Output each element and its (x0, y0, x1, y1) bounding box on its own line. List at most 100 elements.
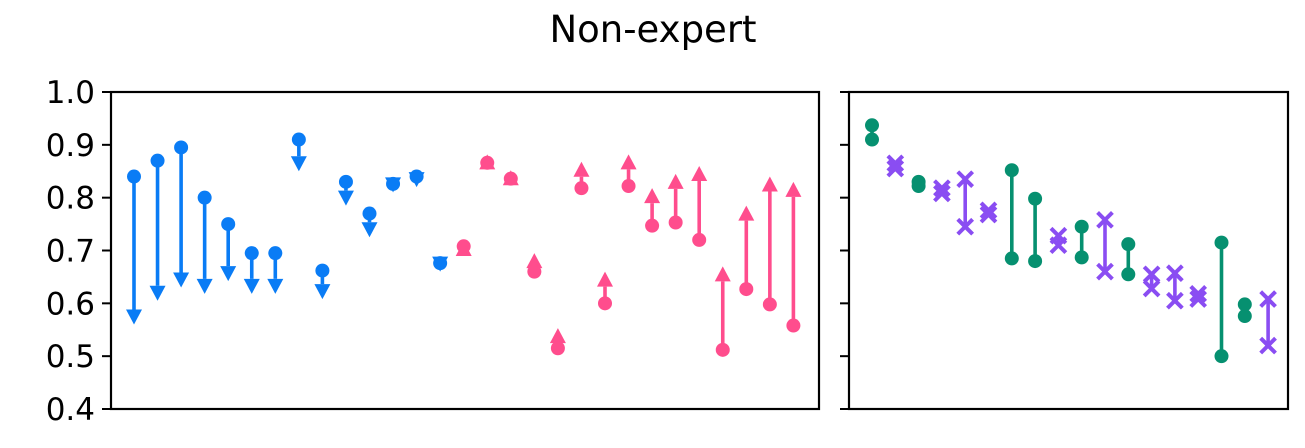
circle-marker (1121, 237, 1136, 252)
y-tick-label: 0.6 (46, 286, 95, 322)
increase-arrow (714, 266, 731, 357)
start-point (456, 239, 471, 254)
start-point (291, 132, 306, 147)
start-point (598, 296, 612, 311)
chart-title: Non-expert (549, 8, 756, 51)
cross-pair (886, 154, 905, 178)
arrow-head (126, 309, 142, 325)
cross-marker (1096, 262, 1114, 281)
circle-marker (865, 118, 879, 133)
arrow-head (220, 266, 237, 282)
increase-arrow (691, 165, 708, 247)
cross-marker (1166, 264, 1184, 283)
arrow-head (761, 176, 778, 192)
decrease-arrow (337, 174, 354, 206)
start-point (668, 215, 683, 230)
start-point (338, 174, 353, 189)
start-point (645, 218, 660, 233)
circle-pair (1237, 297, 1252, 324)
cross-marker (1049, 236, 1068, 255)
circle-marker (865, 132, 879, 147)
circle-marker (1214, 235, 1229, 250)
start-point (127, 169, 141, 184)
start-point (692, 232, 707, 247)
y-tick-label: 0.8 (46, 181, 95, 217)
arrow-head (573, 161, 590, 177)
decrease-arrow (149, 153, 166, 301)
cross-marker (1166, 291, 1184, 310)
arrow-head (526, 253, 543, 269)
decrease-arrow (173, 140, 190, 288)
arrow-head (149, 285, 166, 301)
start-point (197, 190, 212, 205)
start-point (762, 297, 777, 312)
start-point (221, 217, 236, 232)
cross-marker (1259, 290, 1277, 308)
arrow-head (620, 154, 637, 170)
cross-pair (1096, 211, 1114, 281)
start-point (786, 318, 801, 333)
y-tick-label: 0.9 (46, 128, 95, 164)
cross-pair (1259, 290, 1277, 355)
left-panel (102, 90, 821, 411)
increase-arrow (479, 154, 496, 170)
circle-pair (1074, 219, 1089, 265)
start-point (550, 341, 565, 356)
arrow-head (290, 156, 307, 172)
decrease-arrow (385, 176, 402, 193)
increase-arrow (644, 188, 661, 233)
decrease-arrow (408, 169, 425, 188)
circle-pair (911, 174, 926, 194)
increase-arrow (502, 170, 519, 186)
decrease-arrow (432, 256, 449, 272)
circle-marker (1004, 163, 1019, 178)
cross-marker (979, 201, 998, 220)
cross-marker (1259, 336, 1277, 355)
circle-marker (1028, 254, 1043, 269)
start-point (480, 155, 495, 170)
cross-pair (1166, 264, 1184, 310)
start-point (503, 171, 518, 186)
right-panel (840, 90, 1290, 411)
circle-pair (1004, 163, 1019, 266)
increase-arrow (620, 154, 637, 194)
arrow-head (314, 284, 331, 300)
cross-pair (979, 201, 998, 224)
cross-marker (1142, 265, 1161, 284)
cross-marker (933, 184, 951, 203)
increase-arrow (785, 181, 802, 333)
start-point (715, 342, 730, 357)
circle-pair (1028, 191, 1043, 269)
arrow-head (337, 190, 354, 206)
cross-marker (956, 170, 975, 189)
start-point (433, 256, 448, 271)
arrow-head (597, 271, 613, 287)
arrow-head (243, 278, 260, 294)
arrow-head (549, 328, 566, 344)
increase-arrow (761, 176, 778, 312)
increase-arrow (738, 205, 755, 297)
y-tick-label: 0.7 (46, 234, 95, 270)
arrow-head (196, 278, 213, 294)
increase-arrow (597, 271, 613, 311)
circle-marker (1214, 349, 1229, 364)
start-point (739, 282, 754, 297)
start-point (574, 181, 589, 196)
cross-pair (956, 170, 975, 236)
circle-marker (1004, 251, 1019, 266)
circle-marker (1074, 219, 1089, 234)
cross-marker (1189, 290, 1208, 308)
decrease-arrow (126, 169, 142, 325)
y-tick-label: 0.5 (46, 339, 95, 375)
cross-pair (933, 179, 951, 203)
arrow-head (644, 188, 661, 204)
start-point (244, 246, 259, 261)
increase-arrow (455, 239, 472, 256)
decrease-arrow (314, 263, 331, 300)
decrease-arrow (361, 206, 378, 238)
cross-pair (1189, 284, 1208, 308)
arrow-head (738, 205, 755, 221)
arrow-head (691, 165, 708, 181)
decrease-arrow (220, 217, 237, 282)
